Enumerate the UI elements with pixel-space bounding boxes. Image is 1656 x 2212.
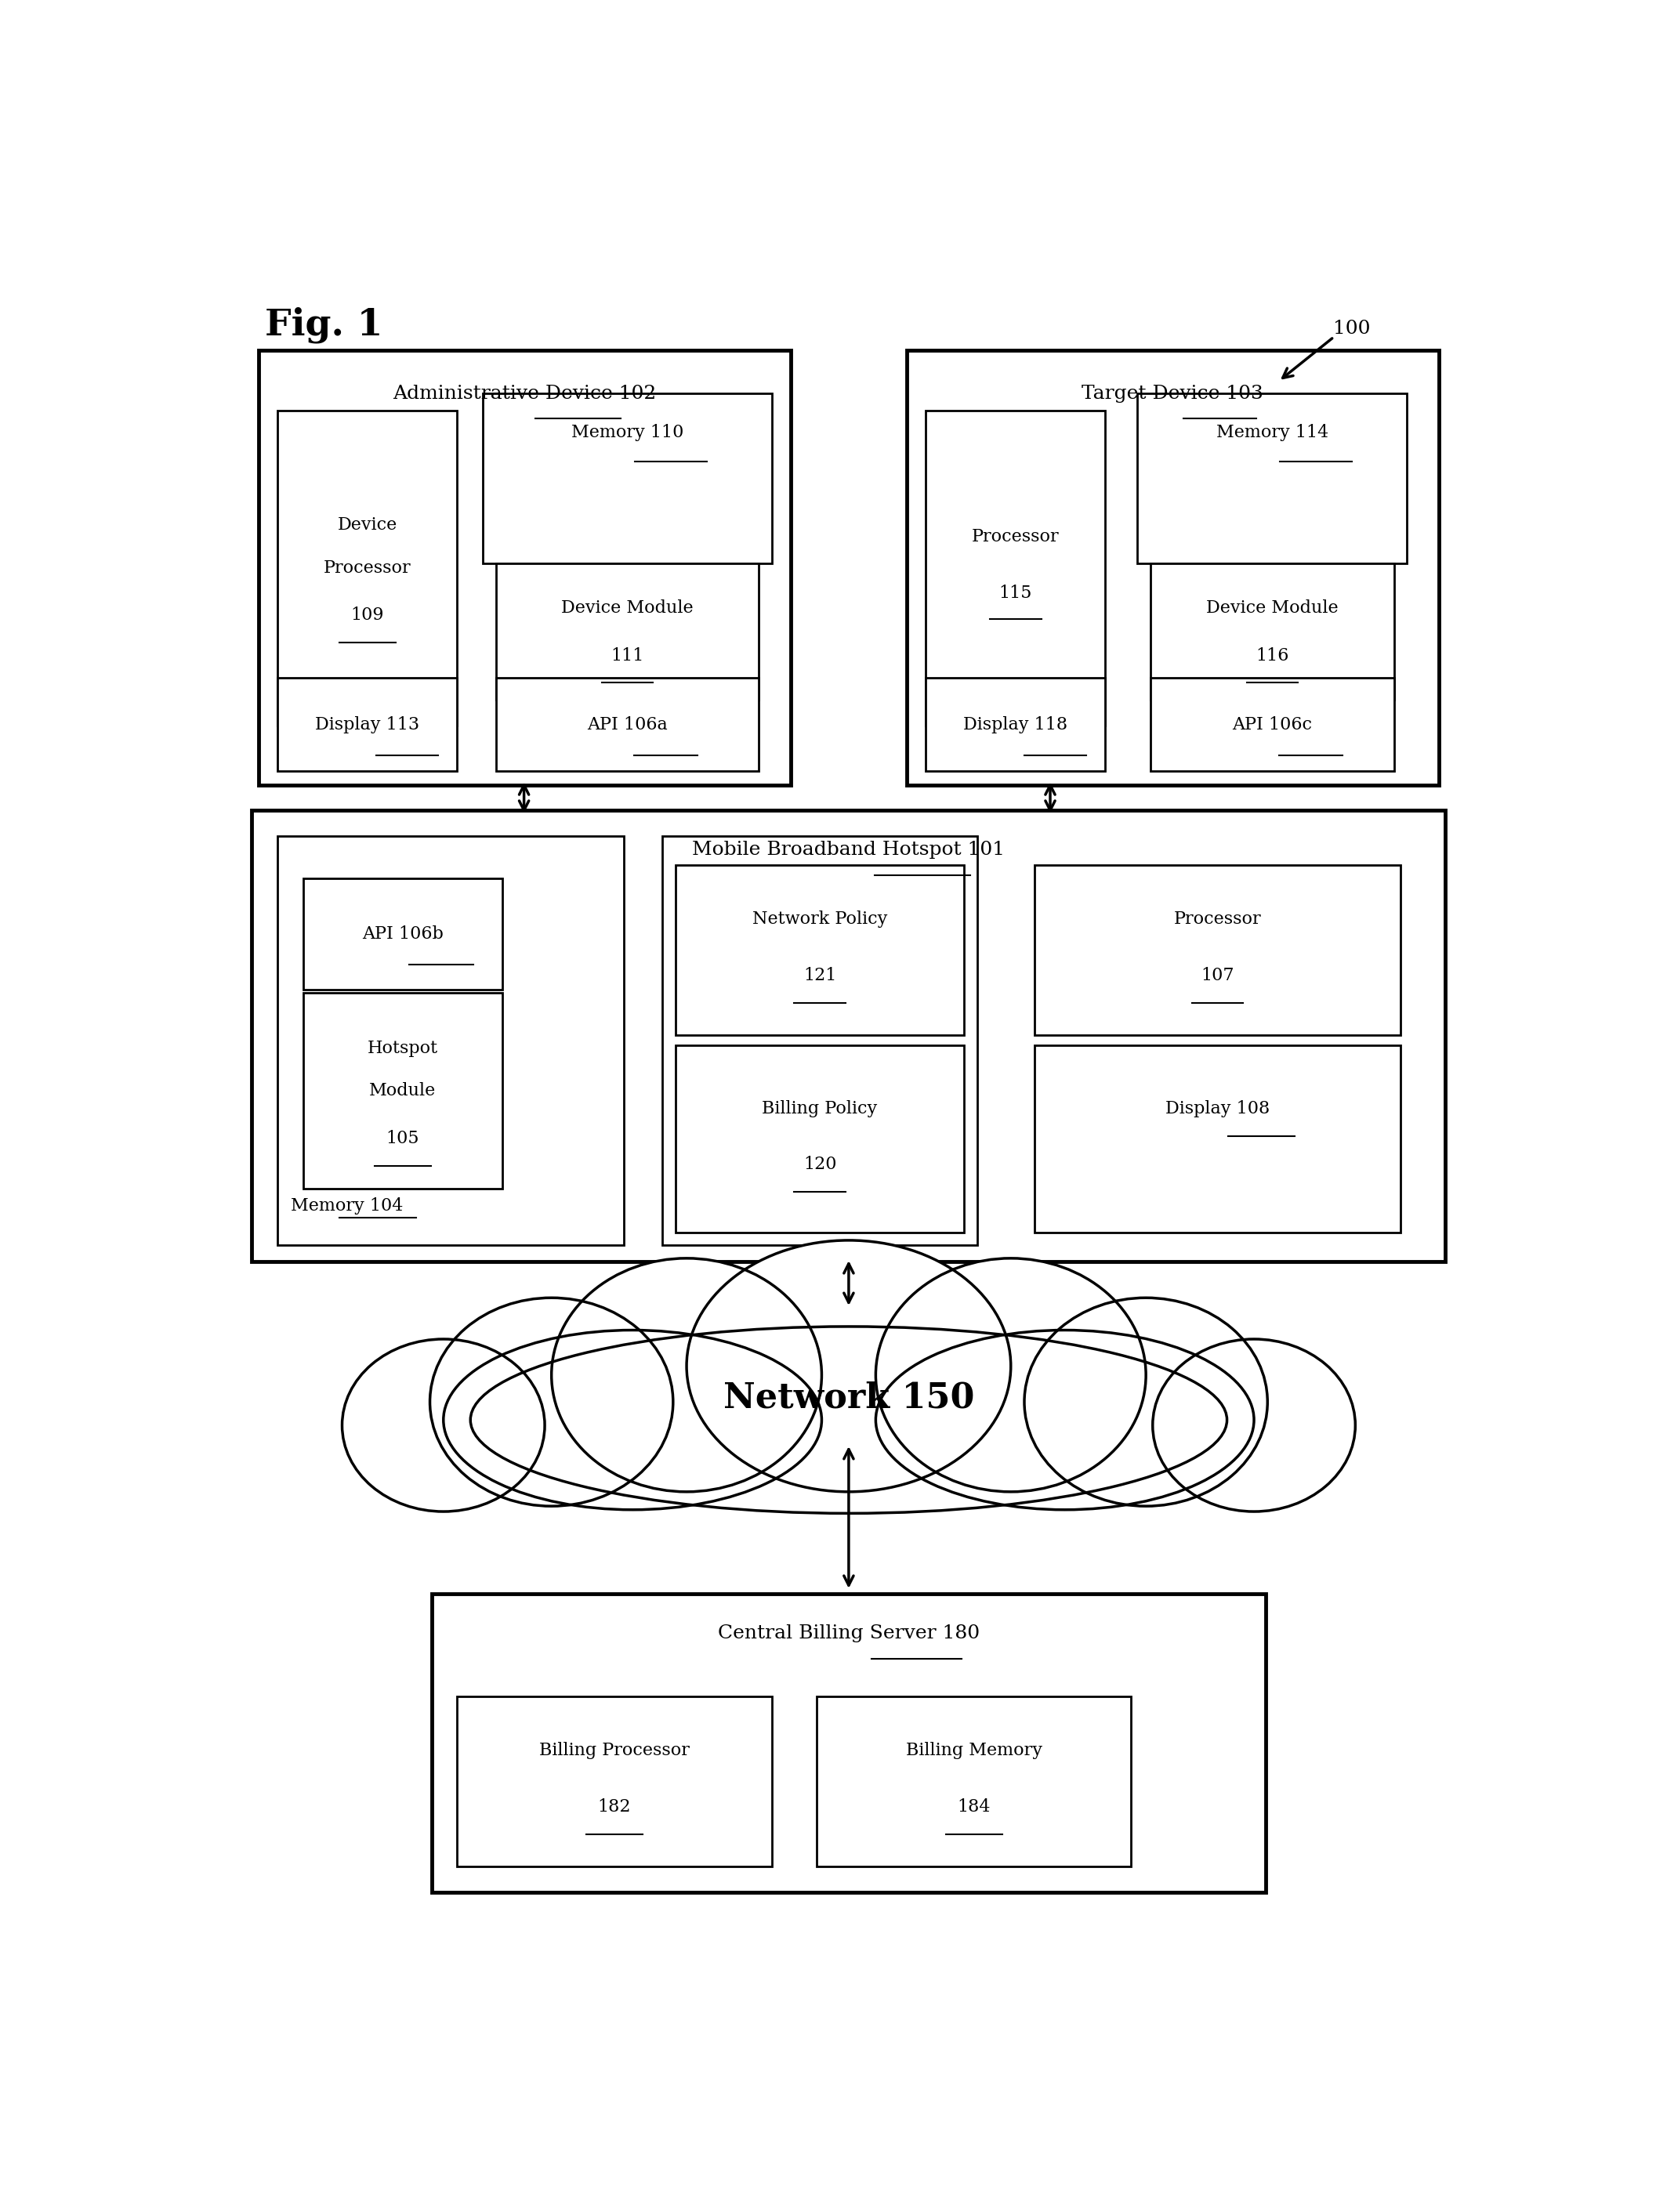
Text: Device: Device (338, 518, 397, 533)
Ellipse shape (1153, 1338, 1355, 1511)
Bar (926, 409, 1106, 726)
Text: Device Module: Device Module (1206, 599, 1338, 617)
Text: Network 150: Network 150 (724, 1380, 974, 1416)
Text: Billing Memory: Billing Memory (906, 1743, 1042, 1759)
Bar (278, 677, 457, 772)
Bar (303, 993, 502, 1188)
Text: 182: 182 (598, 1798, 631, 1816)
Text: Billing Processor: Billing Processor (540, 1743, 689, 1759)
Text: Module: Module (369, 1082, 436, 1099)
Text: 115: 115 (999, 584, 1032, 602)
Bar (495, 564, 758, 699)
Bar (1151, 677, 1394, 772)
Bar (252, 810, 1446, 1261)
Text: Display 113: Display 113 (315, 717, 419, 732)
Bar (484, 394, 772, 564)
Text: 116: 116 (1255, 646, 1288, 664)
Bar (278, 409, 457, 726)
Ellipse shape (687, 1241, 1010, 1491)
Text: Network Policy: Network Policy (752, 911, 888, 929)
Text: 111: 111 (611, 646, 644, 664)
Text: Mobile Broadband Hotspot 101: Mobile Broadband Hotspot 101 (692, 841, 1005, 858)
Ellipse shape (876, 1329, 1254, 1511)
Text: 105: 105 (386, 1130, 419, 1148)
Text: Processor: Processor (323, 560, 411, 577)
Text: API 106c: API 106c (1232, 717, 1312, 732)
Text: Billing Policy: Billing Policy (762, 1099, 878, 1117)
Bar (1138, 394, 1408, 564)
Bar (432, 1595, 1265, 1891)
Bar (662, 836, 977, 1245)
Text: Processor: Processor (972, 529, 1060, 546)
Bar (1035, 865, 1401, 1035)
Text: Memory 110: Memory 110 (571, 425, 684, 440)
Bar (495, 677, 758, 772)
Text: API 106a: API 106a (586, 717, 667, 732)
Bar (926, 677, 1106, 772)
Text: Processor: Processor (1174, 911, 1262, 929)
Text: 107: 107 (1201, 967, 1234, 984)
Text: Memory 114: Memory 114 (1216, 425, 1328, 440)
Text: 109: 109 (351, 606, 384, 624)
Ellipse shape (876, 1259, 1146, 1491)
Bar (816, 1697, 1131, 1867)
Text: Device Module: Device Module (561, 599, 694, 617)
Ellipse shape (551, 1259, 821, 1491)
Text: Display 108: Display 108 (1166, 1099, 1270, 1117)
Bar (457, 1697, 772, 1867)
Ellipse shape (343, 1338, 545, 1511)
Bar (676, 865, 964, 1035)
Text: Memory 104: Memory 104 (290, 1197, 402, 1214)
Bar (303, 878, 502, 989)
Ellipse shape (1025, 1298, 1267, 1506)
Ellipse shape (431, 1298, 672, 1506)
Ellipse shape (444, 1329, 821, 1511)
Bar (906, 352, 1439, 785)
Text: Central Billing Server 180: Central Billing Server 180 (717, 1624, 980, 1644)
Bar (1151, 564, 1394, 699)
Bar (1035, 1046, 1401, 1232)
Text: Administrative Device 102: Administrative Device 102 (392, 385, 656, 403)
Text: 100: 100 (1333, 319, 1371, 338)
Text: Target Device 103: Target Device 103 (1081, 385, 1264, 403)
Text: Display 118: Display 118 (964, 717, 1068, 732)
Text: Fig. 1: Fig. 1 (265, 307, 383, 343)
Ellipse shape (470, 1327, 1227, 1513)
Text: Hotspot: Hotspot (368, 1040, 439, 1057)
Text: 121: 121 (803, 967, 836, 984)
Text: 184: 184 (957, 1798, 990, 1816)
Text: 120: 120 (803, 1157, 836, 1172)
Bar (258, 352, 792, 785)
Bar (676, 1046, 964, 1232)
Bar (278, 836, 624, 1245)
Text: API 106b: API 106b (363, 925, 444, 942)
